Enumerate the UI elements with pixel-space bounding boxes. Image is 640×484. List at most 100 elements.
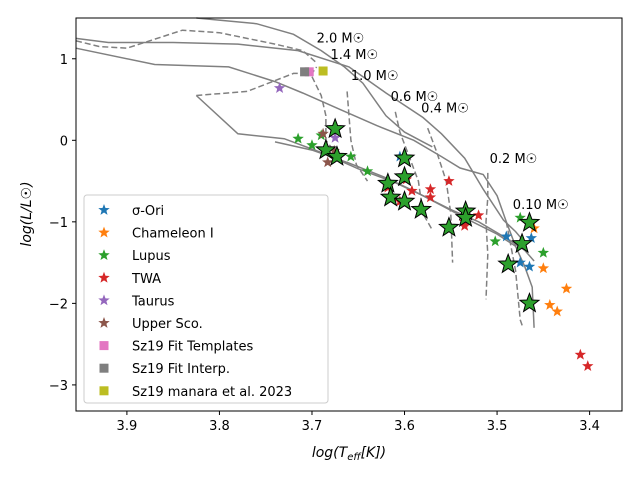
y-tick-label-4: −3 [49,379,68,394]
star-point-s0-3 [523,260,536,272]
star-point-s2-3 [361,165,374,177]
square-point-s7-0 [300,67,310,77]
y-axis-ticks: 1 0 −1 −2 −3 [49,53,76,394]
star-point-s1-1 [544,299,556,310]
legend-label-5: Upper Sco. [132,317,203,332]
mass-track-6 [485,172,489,300]
y-axis-label: log(L/L☉) [19,181,35,246]
star-point-s0-4 [525,232,538,243]
square-point-s8-0 [318,66,328,76]
star-point-s2-1 [306,139,318,151]
mass-track-3 [346,91,369,182]
star-point-s3-3 [424,183,437,195]
star-point-s1-2 [551,305,563,317]
x-tick-label-0: 3.9 [117,419,138,434]
legend-marker-1 [98,226,110,238]
highlighted-star-13 [497,252,520,274]
legend-label-0: σ-Ori [132,204,164,219]
star-point-s1-3 [560,282,573,294]
y-tick-label-3: −2 [49,297,68,312]
star-point-s4-1 [329,131,341,143]
legend: σ-Ori Chameleon I Lupus TWA Taurus Upper Sco.… [83,194,329,404]
highlighted-star-5 [377,172,399,193]
legend-box [83,194,329,404]
star-point-s0-2 [514,256,526,268]
x-tick-label-1: 3.8 [209,419,230,434]
legend-marker-4 [98,294,110,306]
highlighted-star-1 [314,138,337,160]
legend-marker-0 [98,204,110,215]
axes-frame [75,17,623,412]
highlighted-star-6 [379,185,402,207]
highlighted-star-7 [393,190,416,211]
star-point-s3-4 [424,191,437,203]
star-point-s1-0 [537,262,550,274]
star-point-s3-9 [574,348,587,360]
isochrone-line-1 [75,47,535,328]
track-label-1: 1.4 M☉ [330,48,378,63]
y-tick-label-2: −1 [49,216,68,231]
star-point-s2-5 [514,211,526,223]
x-tick-label-4: 3.5 [487,419,508,434]
star-point-s5-1 [322,156,334,168]
track-label-2: 1.0 M☉ [351,69,399,84]
highlighted-star-15 [518,291,541,313]
highlighted-star-0 [324,117,346,139]
star-point-s5-0 [317,127,329,139]
star-point-s3-7 [458,219,471,231]
star-point-s4-0 [273,82,286,93]
highlighted-star-12 [511,232,533,254]
legend-marker-2 [98,249,110,261]
legend-label-4: Taurus [131,294,175,309]
mass-track-0 [75,29,318,64]
y-tick-label-0: 1 [60,53,68,68]
star-point-s3-5 [443,175,455,186]
highlighted-star-3 [393,146,416,168]
star-point-s5-2 [328,144,340,156]
highlighted-star-4 [393,165,416,187]
mass-track-7 [505,221,524,329]
legend-label-7: Sz19 Fit Interp. [132,362,230,377]
legend-marker-3 [98,271,110,283]
legend-label-6: Sz19 Fit Templates [132,340,253,355]
star-point-s3-10 [582,360,594,372]
legend-marker-8 [99,386,109,396]
star-point-s3-8 [472,209,485,221]
legend-marker-7 [99,363,109,373]
star-point-s2-6 [537,246,550,258]
isochrone-line-0 [75,37,528,246]
track-labels: 2.0 M☉ 1.4 M☉ 1.0 M☉ 0.6 M☉0.4 M☉ 0.2 M☉ 0.10… [317,31,569,212]
mass-track-2 [311,76,336,153]
y-tick-label-1: 0 [60,134,68,149]
legend-label-8: Sz19 manara et al. 2023 [132,385,292,400]
marks-layer [273,66,594,372]
legend-marker-5 [98,317,110,328]
x-axis-ticks: 3.9 3.8 3.7 3.6 3.5 3.4 [117,411,600,434]
star-point-s2-0 [292,132,304,144]
track-label-0: 2.0 M☉ [317,31,365,46]
track-label-6: 0.10 M☉ [513,198,569,213]
highlighted-star-11 [454,206,477,228]
track-label-3: 0.6 M☉ [391,90,439,105]
x-tick-label-3: 3.6 [394,419,415,434]
star-point-s0-1 [500,230,513,242]
highlighted-star-9 [438,216,460,237]
x-tick-label-5: 3.4 [579,419,600,434]
highlighted-star-14 [518,211,541,232]
track-label-5: 0.2 M☉ [490,152,538,167]
x-axis-label: log(Teff[K]) [312,445,386,463]
star-point-s2-4 [489,235,501,247]
legend-label-1: Chameleon I [132,227,214,242]
legend-label-2: Lupus [132,249,171,264]
star-point-s3-2 [406,184,418,196]
star-point-s2-2 [345,150,357,162]
isochrone-line-4 [196,17,433,148]
square-point-s6-0 [304,67,314,77]
legend-marker-6 [99,341,109,351]
highlighted-star-2 [326,145,348,166]
legend-label-3: TWA [131,272,161,287]
x-tick-label-2: 3.7 [302,419,323,434]
highlighted-star-8 [410,198,433,219]
